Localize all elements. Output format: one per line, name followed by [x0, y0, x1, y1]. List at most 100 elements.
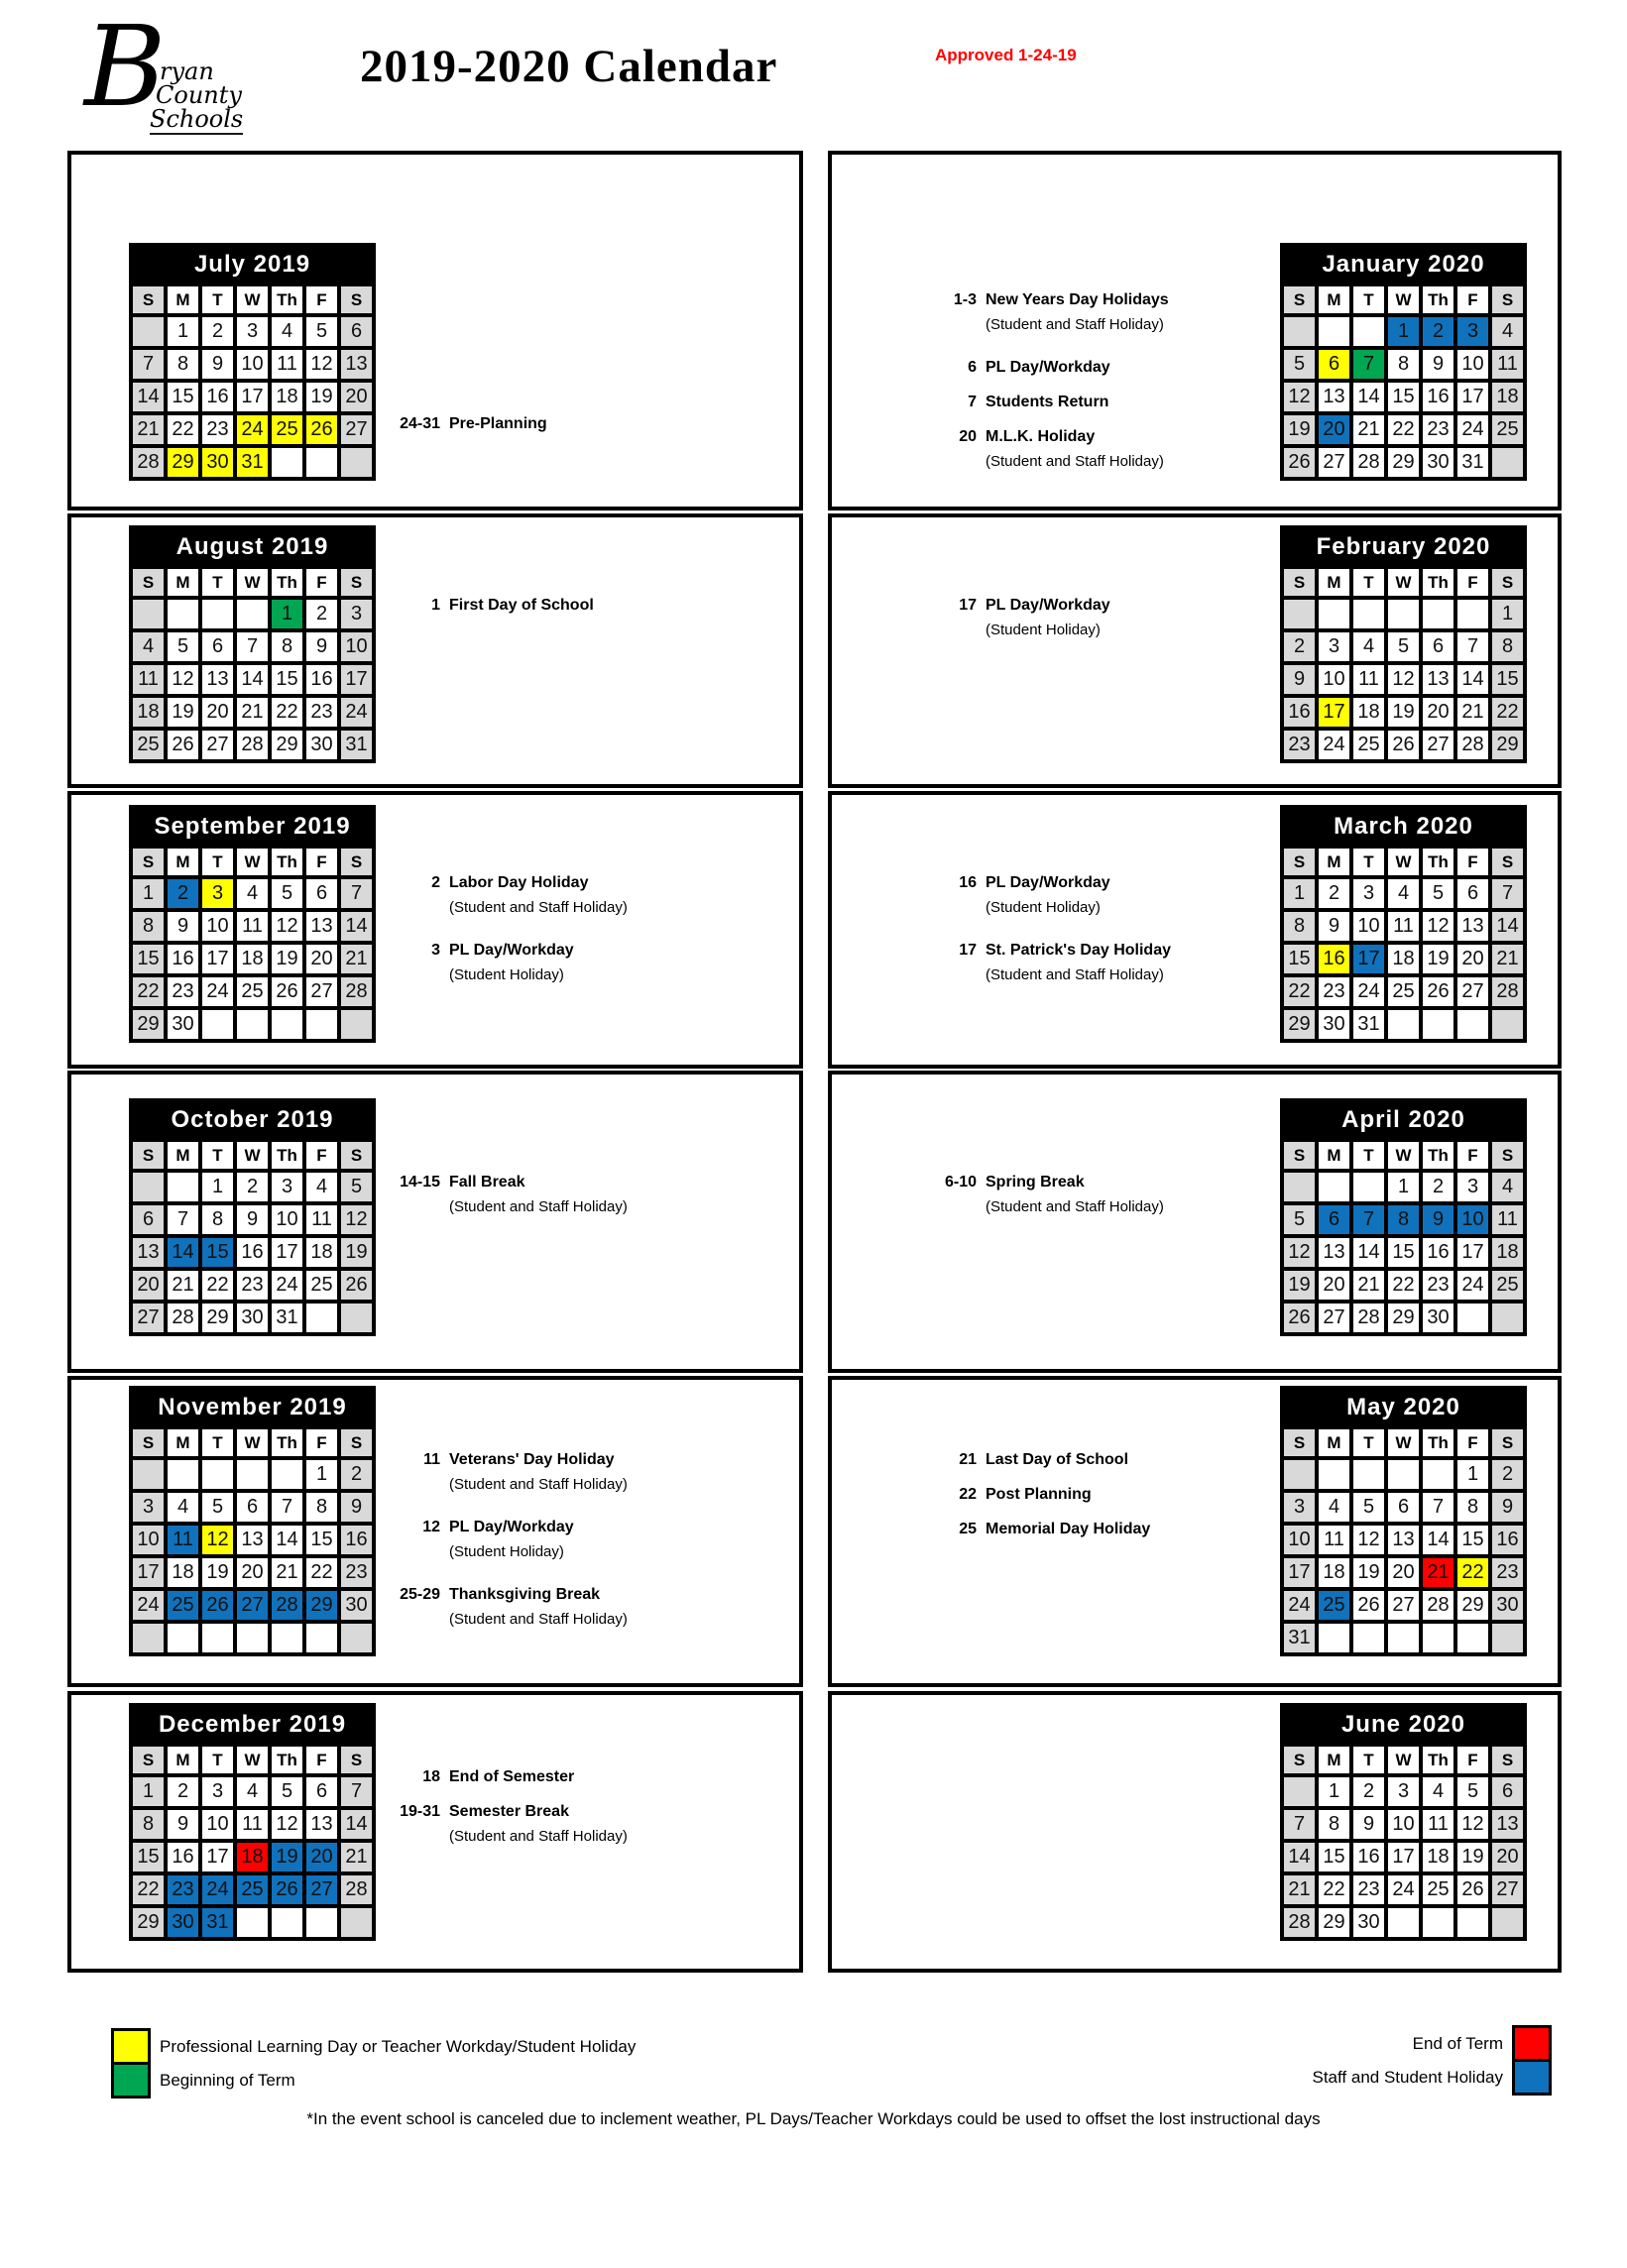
note-line: 1 First Day of School — [391, 593, 797, 618]
note-subline: (Student and Staff Holiday) — [449, 1476, 628, 1493]
day-cell: 12 — [302, 346, 341, 383]
day-cell: 11 — [233, 1806, 272, 1843]
empty-cell — [337, 1300, 376, 1336]
day-cell: 29 — [1280, 1006, 1319, 1043]
empty-cell — [1384, 1620, 1423, 1656]
day-cell: 10 — [1453, 346, 1492, 383]
day-cell: 20 — [1384, 1554, 1423, 1591]
day-cell: 23 — [1419, 411, 1457, 448]
day-cell: 29 — [1315, 1904, 1353, 1941]
day-cell: 30 — [1315, 1006, 1353, 1043]
day-cell: 10 — [1453, 1201, 1492, 1238]
day-cell: 8 — [1488, 628, 1527, 665]
day-cell: 4 — [129, 628, 168, 665]
month-march: March 2020 S M T W Th F S 1 2 3 4 5 6 7 8 9 10 11 12 13 14 15 1… — [828, 791, 1562, 1069]
day-cell: 7 — [1419, 1489, 1457, 1526]
week-row — [129, 1620, 376, 1656]
day-cell: 5 — [1280, 1201, 1319, 1238]
note-dates: 14-15 — [400, 1174, 440, 1191]
week-row: 25 26 27 28 29 30 31 — [129, 727, 376, 763]
yellow-swatch — [111, 2028, 151, 2065]
day-cell: 18 — [129, 694, 168, 731]
note-label: PL Day/Workday — [449, 942, 574, 959]
day-cell: 14 — [1488, 908, 1527, 945]
day-cell: 12 — [1280, 379, 1319, 415]
note-label: PL Day/Workday — [986, 597, 1110, 614]
weekday-header: F — [1453, 1138, 1492, 1173]
day-cell: 6 — [1384, 1489, 1423, 1526]
day-cell: 27 — [1315, 444, 1353, 481]
empty-cell — [1488, 1620, 1527, 1656]
day-cell: 31 — [1453, 444, 1492, 481]
logo-word-county: County — [156, 81, 242, 109]
legend-row: End of Term — [1304, 2025, 1552, 2062]
day-cell: 22 — [1280, 973, 1319, 1010]
day-cell: 10 — [1280, 1522, 1319, 1558]
day-cell: 28 — [1280, 1904, 1319, 1941]
day-cell: 10 — [337, 628, 376, 665]
week-row: 29 30 31 — [129, 1904, 376, 1941]
day-cell: 27 — [1315, 1300, 1353, 1336]
note-line: 1-3 New Years Day Holidays — [927, 287, 1274, 312]
day-cell: 23 — [1280, 727, 1319, 763]
day-cell: 20 — [129, 1267, 168, 1304]
day-cell: 17 — [1315, 694, 1353, 731]
day-cell: 1 — [1384, 313, 1423, 350]
empty-cell — [1349, 596, 1388, 632]
day-cell: 22 — [268, 694, 306, 731]
weekday-header: M — [164, 1425, 202, 1460]
day-cell: 20 — [1315, 411, 1353, 448]
day-cell: 26 — [1419, 973, 1457, 1010]
day-cell: 8 — [1315, 1806, 1353, 1843]
weekday-header: S — [337, 845, 376, 879]
day-cell: 30 — [1419, 1300, 1457, 1336]
weekday-header: S — [1280, 845, 1319, 879]
day-cell: 22 — [129, 973, 168, 1010]
day-cell: 5 — [337, 1169, 376, 1205]
weekday-header: F — [302, 565, 341, 600]
day-cell: 26 — [268, 1871, 306, 1908]
day-cell: 30 — [1419, 444, 1457, 481]
day-cell: 20 — [1419, 694, 1457, 731]
day-cell: 19 — [1453, 1839, 1492, 1875]
day-cell: 24 — [268, 1267, 306, 1304]
day-cell: 25 — [1488, 1267, 1527, 1304]
day-cell: 28 — [1453, 727, 1492, 763]
day-cell: 19 — [337, 1234, 376, 1271]
day-cell: 8 — [1453, 1489, 1492, 1526]
day-cell: 27 — [1488, 1871, 1527, 1908]
day-cell: 27 — [129, 1300, 168, 1336]
day-cell: 14 — [1419, 1522, 1457, 1558]
day-cell: 12 — [1419, 908, 1457, 945]
note-subline: (Student Holiday) — [449, 1543, 564, 1560]
empty-cell — [129, 1620, 168, 1656]
day-cell: 16 — [164, 1839, 202, 1875]
day-cell: 19 — [268, 941, 306, 977]
empty-cell — [268, 444, 306, 481]
day-cell: 29 — [164, 444, 202, 481]
note-line: 14-15 Fall Break — [391, 1170, 797, 1194]
day-cell: 24 — [1349, 973, 1388, 1010]
day-cell: 19 — [1384, 694, 1423, 731]
empty-cell — [1488, 1904, 1527, 1941]
month-title: April 2020 — [1280, 1098, 1527, 1142]
weekday-header: S — [337, 1425, 376, 1460]
empty-cell — [198, 1620, 237, 1656]
note-label: Post Planning — [986, 1486, 1092, 1503]
note-dates: 25-29 — [400, 1586, 440, 1603]
day-cell: 6 — [233, 1489, 272, 1526]
day-cell: 11 — [1419, 1806, 1457, 1843]
day-cell: 7 — [1488, 875, 1527, 912]
day-cell: 17 — [198, 1839, 237, 1875]
day-cell: 2 — [1349, 1773, 1388, 1810]
day-cell: 4 — [1488, 1169, 1527, 1205]
weekday-header: S — [1280, 1743, 1319, 1777]
week-row: 29 30 — [129, 1006, 376, 1043]
note-line: 3 PL Day/Workday — [391, 938, 797, 963]
month-notes: 11 Veterans' Day Holiday (Student and Staf… — [391, 1447, 797, 1632]
week-row: 27 28 29 30 31 — [129, 1300, 376, 1336]
day-cell: 27 — [1419, 727, 1457, 763]
empty-cell — [198, 1006, 237, 1043]
